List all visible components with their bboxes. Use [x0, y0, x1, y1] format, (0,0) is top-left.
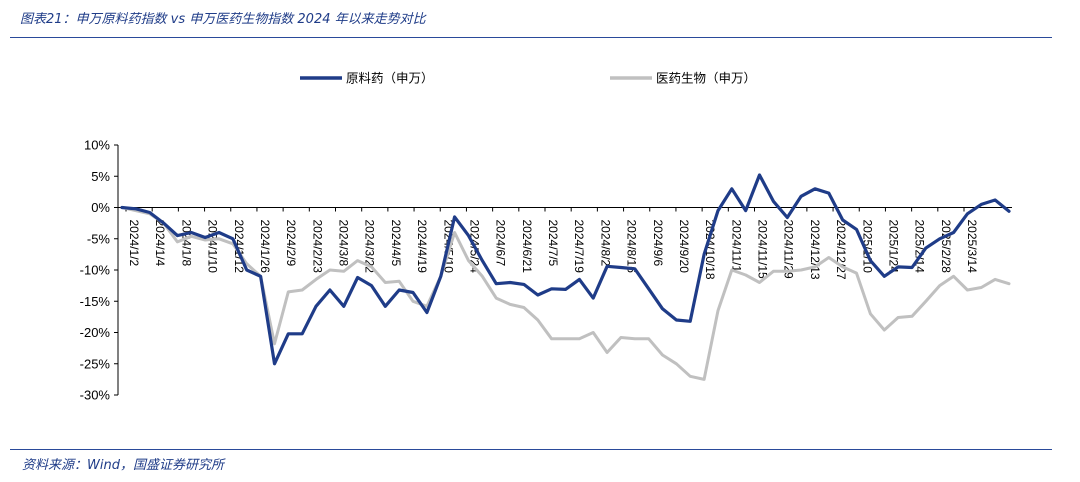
x-tick-label: 2024/12/27: [834, 220, 848, 280]
legend-label-2: 医药生物（申万）: [656, 71, 756, 86]
x-tick-label: 2024/2/23: [310, 220, 324, 274]
y-tick-label: 0%: [91, 200, 110, 215]
y-tick-label: 10%: [84, 138, 110, 153]
y-tick-label: 5%: [91, 169, 110, 184]
x-tick-label: 2025/1/24: [886, 220, 900, 274]
y-tick-label: -15%: [80, 294, 111, 309]
x-tick-label: 2024/7/19: [572, 220, 586, 274]
y-tick-label: -20%: [80, 325, 111, 340]
legend: 原料药（申万） 医药生物（申万）: [300, 71, 756, 86]
y-tick-label: -25%: [80, 356, 111, 371]
x-tick-label: 2024/9/20: [677, 220, 691, 274]
series-line-1: [120, 173, 1011, 366]
top-rule: [10, 37, 1052, 38]
x-tick-label: 2024/1/8: [179, 220, 193, 267]
bottom-rule: [10, 449, 1052, 450]
x-tick-label: 2024/6/21: [520, 220, 534, 274]
source-note: 资料来源：Wind，国盛证券研究所: [22, 458, 224, 473]
line-chart: 原料药（申万） 医药生物（申万） 10% 5% 0% -5% -10% -15% -20% -2…: [80, 71, 1012, 403]
series-layer: [120, 173, 1011, 381]
x-tick-label: 2024/6/7: [494, 220, 508, 267]
x-tick-label: 2024/11/15: [756, 220, 770, 279]
x-tick-label: 2024/9/6: [651, 220, 665, 267]
x-tick-label: 2024/8/2: [598, 220, 612, 267]
y-tick-label: -10%: [80, 263, 111, 278]
x-tick-label: 2024/7/5: [546, 220, 560, 267]
x-tick-label: 2024/4/19: [415, 220, 429, 274]
x-tick-label: 2024/8/16: [625, 220, 639, 274]
x-tick-label: 2024/1/26: [258, 220, 272, 274]
x-tick-label: 2024/11/1: [729, 220, 743, 273]
y-axis: 10% 5% 0% -5% -10% -15% -20% -25% -30%: [80, 138, 119, 403]
series-line-2: [120, 206, 1011, 381]
x-tick-label: 2024/1/2: [127, 220, 141, 267]
x-tick-label: 2025/3/14: [965, 220, 979, 274]
x-tick-label: 2024/3/22: [363, 220, 377, 274]
x-tick-label: 2024/4/5: [389, 220, 403, 267]
x-tick-label: 2024/2/9: [284, 220, 298, 267]
legend-label-1: 原料药（申万）: [346, 71, 434, 86]
x-tick-label: 2024/1/10: [206, 220, 220, 274]
x-tick-label: 2024/1/4: [153, 220, 167, 267]
y-tick-label: -30%: [80, 388, 111, 403]
chart-title: 图表21：申万原料药指数 vs 申万医药生物指数 2024 年以来走势对比: [20, 12, 426, 27]
x-tick-label: 2025/2/28: [939, 220, 953, 274]
x-tick-label: 2024/12/13: [808, 220, 822, 280]
x-tick-label: 2024/10/18: [703, 220, 717, 280]
y-tick-label: -5%: [87, 231, 111, 246]
x-tick-label: 2024/3/8: [337, 220, 351, 267]
x-tick-label: 2024/11/29: [782, 220, 796, 279]
